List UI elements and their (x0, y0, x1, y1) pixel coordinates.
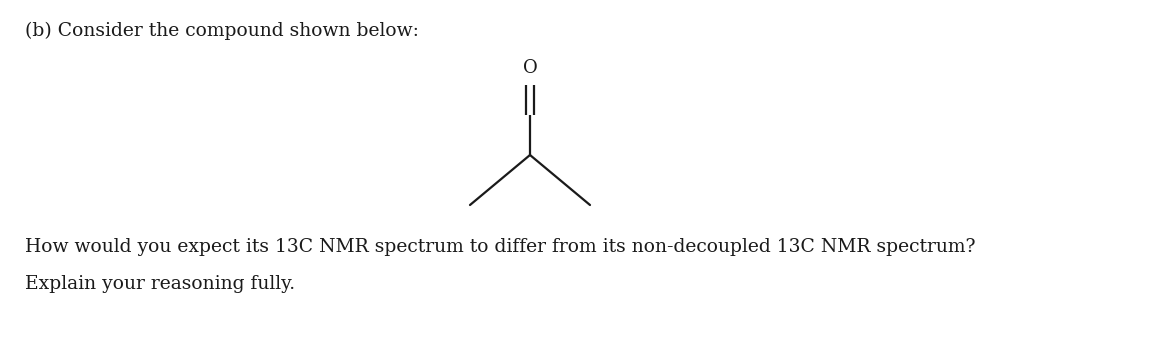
Text: (b) Consider the compound shown below:: (b) Consider the compound shown below: (26, 22, 418, 40)
Text: Explain your reasoning fully.: Explain your reasoning fully. (26, 275, 295, 293)
Text: O: O (523, 59, 537, 77)
Text: How would you expect its 13C NMR spectrum to differ from its non-decoupled 13C N: How would you expect its 13C NMR spectru… (26, 238, 976, 256)
